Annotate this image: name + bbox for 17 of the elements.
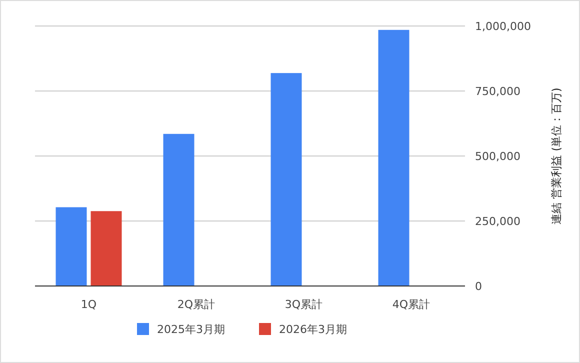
bar (270, 73, 302, 286)
y-tick-label: 500,000 (475, 150, 520, 163)
y-tick-label: 0 (475, 280, 482, 293)
x-tick-label: 3Q累計 (284, 298, 323, 311)
bar (163, 134, 194, 286)
legend-label: 2025年3月期 (157, 323, 225, 336)
y-tick-label: 750,000 (475, 85, 520, 98)
y-tick-label: 250,000 (475, 215, 520, 228)
y-tick-label: 1,000,000 (475, 20, 531, 33)
x-tick-label: 4Q累計 (392, 298, 430, 311)
y-axis-title: 連結 営業利益 (単位：百万) (550, 88, 563, 224)
bar (56, 207, 87, 286)
x-tick-label: 2Q累計 (177, 298, 216, 311)
x-tick-label: 1Q (80, 298, 97, 311)
legend-label: 2026年3月期 (279, 323, 347, 336)
bar (90, 211, 122, 286)
bar (378, 30, 410, 286)
